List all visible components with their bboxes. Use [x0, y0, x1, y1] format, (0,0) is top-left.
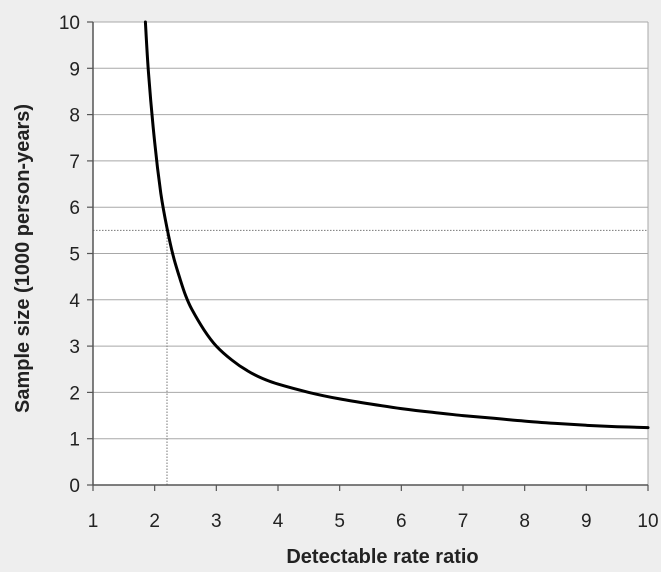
y-tick-label-10: 10: [59, 13, 80, 34]
axes: [87, 21, 649, 491]
x-tick-label-3: 3: [211, 511, 222, 532]
y-tick-label-2: 2: [69, 383, 80, 404]
x-axis-title: Detectable rate ratio: [286, 546, 478, 568]
y-tick-label-0: 0: [69, 476, 80, 497]
y-tick-labels: 0 1 2 3 4 5 6 7 8 9 10: [59, 13, 81, 497]
x-tick-label-6: 6: [396, 511, 407, 532]
x-tick-label-4: 4: [273, 511, 284, 532]
grid-lines: [93, 21, 649, 485]
y-axis-title: Sample size (1000 person-years): [12, 104, 34, 413]
x-tick-label-5: 5: [334, 511, 345, 532]
reference-lines: [93, 225, 648, 485]
series-layer: [143, 20, 650, 430]
x-tick-label-1: 1: [88, 511, 99, 532]
x-tick-labels: 1 2 3 4 5 6 7 8 9 10: [88, 511, 659, 532]
y-tick-label-5: 5: [69, 245, 80, 266]
x-tick-label-9: 9: [581, 511, 592, 532]
x-tick-label-2: 2: [149, 511, 160, 532]
y-tick-label-9: 9: [69, 59, 80, 80]
x-tick-label-8: 8: [519, 511, 530, 532]
y-tick-label-1: 1: [69, 430, 80, 451]
y-tick-label-3: 3: [69, 337, 80, 358]
x-tick-label-7: 7: [458, 511, 469, 532]
x-tick-label-10: 10: [637, 511, 658, 532]
y-tick-label-4: 4: [69, 291, 80, 312]
y-tick-label-7: 7: [69, 152, 80, 173]
y-tick-label-8: 8: [69, 106, 80, 127]
series-line-0: [143, 20, 650, 430]
y-tick-label-6: 6: [69, 198, 80, 219]
